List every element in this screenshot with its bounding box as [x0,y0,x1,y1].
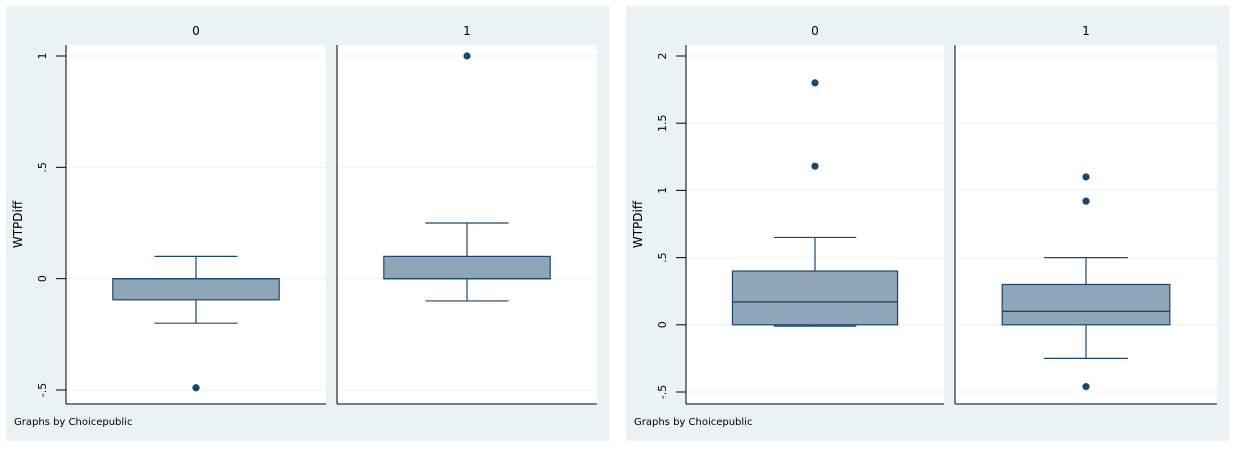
graph-note: Graphs by Choicepublic [14,417,132,428]
outlier-point [811,79,819,87]
panel-strip-label: 0 [192,24,200,38]
outlier-point [463,52,471,60]
box-iqr [1001,283,1171,326]
outlier-point [1082,173,1090,181]
panel-0: 0 [685,20,944,405]
chart-1: 0 1 -.5 0 .5 1 WTPDiff Graphs by Choicepublic [6,6,609,441]
box-iqr [112,278,280,301]
y-tick-label: 0 [656,321,669,328]
panel-strip [66,20,326,42]
y-tick-label: 1.5 [656,114,669,132]
y-tick-label: -.5 [36,383,49,397]
plot-area [686,45,944,404]
panel-strip-label: 1 [1082,24,1090,38]
y-tick-label: 2 [656,53,669,60]
y-tick-label: .5 [656,252,669,263]
panel-strip [686,20,944,42]
panel-strip-label: 0 [811,24,819,38]
chart-2: 0 1 -.5 0 .5 1 1.5 2 WTPDiff Graphs by Choicepubl… [626,6,1229,441]
outlier-point [1082,383,1090,391]
panel-1: 1 [336,20,597,405]
panel-strip [337,20,597,42]
outlier-point [192,384,200,392]
box-iqr [731,270,899,326]
outlier-point [1082,197,1090,205]
y-tick-label: .5 [36,162,49,173]
panel-strip-label: 1 [463,24,471,38]
plot-area [66,45,326,404]
y-axis-title: WTPDiff [631,200,645,248]
panel-1: 1 [954,20,1217,405]
y-tick-label: 1 [36,53,49,60]
y-tick-label: -.5 [656,385,669,399]
graph-note: Graphs by Choicepublic [634,417,752,428]
y-tick-label: 1 [656,187,669,194]
outlier-point [811,162,819,170]
y-tick-label: 0 [36,275,49,282]
panel-strip [955,20,1217,42]
panel-0: 0 [65,20,326,405]
box-iqr [383,255,551,280]
y-axis-title: WTPDiff [11,200,25,248]
